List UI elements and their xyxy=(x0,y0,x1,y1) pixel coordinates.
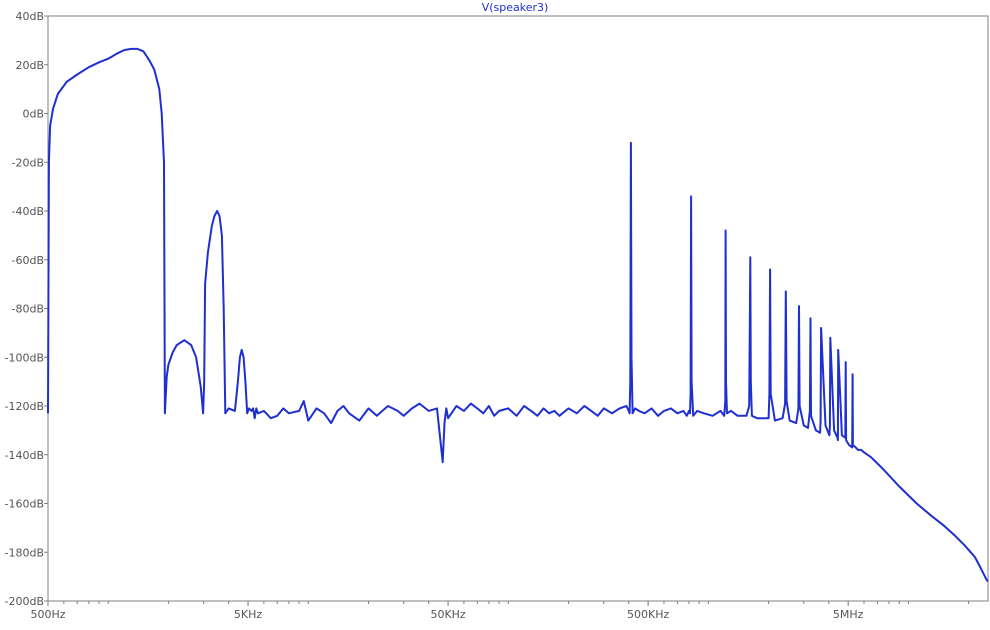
x-axis: 500Hz 5KHz 50KHz 500KHz 5MHz xyxy=(30,601,970,621)
y-tick-label: -180dB xyxy=(5,546,45,559)
y-tick-label: 0dB xyxy=(22,108,44,121)
y-tick-label: -200dB xyxy=(5,595,45,608)
y-tick-label: -140dB xyxy=(5,449,45,462)
series-layer xyxy=(47,47,989,583)
x-tick-label: 5MHz xyxy=(833,608,864,621)
y-tick-label: -160dB xyxy=(5,498,45,511)
chart-title: V(speaker3) xyxy=(482,1,549,14)
x-tick-label: 500Hz xyxy=(30,608,65,621)
y-tick-label: 20dB xyxy=(15,59,44,72)
y-tick-label: -40dB xyxy=(12,205,45,218)
y-tick-label: -120dB xyxy=(5,400,45,413)
y-axis: 40dB 20dB 0dB -20dB -40dB -60dB -80dB -100dB -12… xyxy=(5,10,48,608)
y-tick-label: -80dB xyxy=(12,303,45,316)
x-tick-label: 50KHz xyxy=(430,608,465,621)
plot-frame xyxy=(47,15,989,602)
series-line xyxy=(47,47,989,583)
y-tick-label: 40dB xyxy=(15,10,44,23)
y-tick-label: -100dB xyxy=(5,351,45,364)
y-tick-label: -60dB xyxy=(12,254,45,267)
y-tick-label: -20dB xyxy=(12,156,45,169)
x-tick-label: 5KHz xyxy=(234,608,262,621)
x-tick-label: 500KHz xyxy=(627,608,669,621)
